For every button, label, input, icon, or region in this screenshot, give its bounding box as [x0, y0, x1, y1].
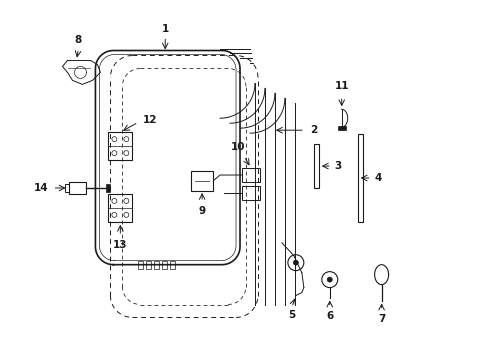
- Bar: [242, 186, 260, 200]
- Text: 2: 2: [309, 125, 316, 135]
- Text: 14: 14: [34, 183, 48, 193]
- Text: 12: 12: [143, 115, 158, 125]
- Text: 10: 10: [230, 142, 245, 152]
- Text: 8: 8: [75, 35, 82, 45]
- Bar: [162, 261, 167, 269]
- Bar: [64, 184, 69, 192]
- Bar: [106, 184, 110, 192]
- Bar: [337, 126, 345, 130]
- Text: 5: 5: [287, 310, 295, 320]
- Text: 1: 1: [161, 23, 168, 33]
- Text: 7: 7: [377, 315, 385, 324]
- Bar: [170, 261, 175, 269]
- Bar: [154, 261, 159, 269]
- Text: 9: 9: [198, 206, 205, 216]
- Text: 6: 6: [325, 311, 333, 321]
- Circle shape: [293, 260, 298, 265]
- Bar: [357, 134, 362, 222]
- Text: 3: 3: [334, 161, 341, 171]
- Bar: [68, 182, 86, 194]
- Bar: [108, 132, 132, 160]
- Bar: [138, 261, 143, 269]
- Text: 4: 4: [374, 173, 381, 183]
- Text: 11: 11: [334, 81, 348, 91]
- Circle shape: [326, 277, 331, 282]
- Text: 13: 13: [113, 240, 127, 250]
- Bar: [242, 168, 260, 182]
- Bar: [108, 194, 132, 222]
- Bar: [313, 144, 318, 188]
- Bar: [146, 261, 151, 269]
